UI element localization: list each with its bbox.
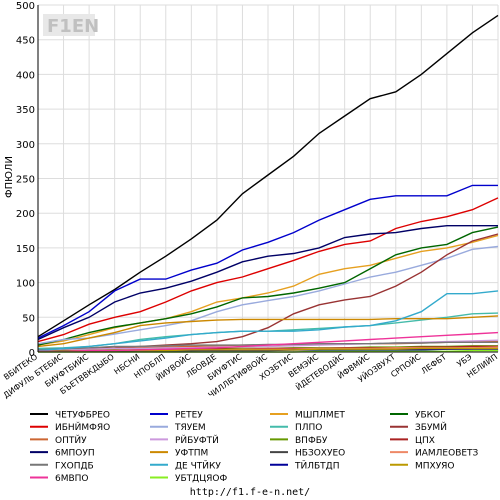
- legend-label: НБЗОХУЕО: [295, 449, 345, 459]
- y-axis-ticks: 0 50 100 150 200 250 300 350 400 450 500: [16, 1, 35, 359]
- series-line: [38, 331, 499, 352]
- legend-item: ЧЕТУФБРЕО: [30, 411, 110, 421]
- legend-label: ТЙЛБТДП: [294, 459, 339, 471]
- legend-item: ЗБУМЙ: [390, 421, 447, 433]
- series-line: [37, 245, 499, 345]
- y-tick-label: 250: [16, 175, 35, 186]
- series-line: [37, 14, 499, 338]
- legend-label: ПЛПО: [295, 423, 322, 433]
- y-tick-label: 0: [29, 348, 35, 359]
- y-tick-label: 200: [16, 209, 35, 220]
- y-tick-label: 300: [16, 140, 35, 151]
- legend-item: УБТДЦЯОФ: [150, 474, 228, 484]
- legend-label: ИАМЛЕОВЕТЗ: [415, 449, 479, 459]
- logo-background: [43, 14, 95, 36]
- axes: [37, 5, 498, 353]
- legend-item: ТЯУЕМ: [150, 423, 206, 433]
- legend-label: ТЯУЕМ: [174, 423, 206, 433]
- series-line: [37, 184, 498, 339]
- legend-label: ИБНЙМФЯО: [55, 421, 110, 433]
- legend-item: ЦПХ: [390, 436, 435, 446]
- legend-item: 6МВПО: [30, 474, 89, 484]
- x-tick-label: ЛЕФБТ: [420, 352, 448, 376]
- legend: ЧЕТУФБРЕО РЕТЕУ МШПЛМЕТ УБКОГ ИБНЙМФЯО ТЯУЕМ П…: [30, 411, 479, 484]
- legend-item: НБЗОХУЕО: [270, 449, 345, 459]
- series-line: [37, 197, 499, 343]
- legend-label: РЕТЕУ: [175, 411, 203, 421]
- series-layer: [37, 14, 499, 353]
- series-line: [37, 315, 499, 348]
- legend-item: ВПФБУ: [270, 436, 328, 446]
- x-tick-label: УБЭ: [455, 352, 474, 369]
- legend-label: РЙБУФТЙ: [175, 434, 219, 446]
- legend-label: ЗБУМЙ: [415, 421, 447, 433]
- legend-item: ПЛПО: [270, 423, 322, 433]
- legend-item: ДЕ ЧТЙКУ: [150, 459, 221, 471]
- legend-item: МШПЛМЕТ: [270, 411, 345, 421]
- legend-item: 6МПОУП: [30, 449, 95, 459]
- legend-item: МПХУЯО: [390, 461, 455, 471]
- legend-item: РЕТЕУ: [150, 411, 203, 421]
- logo: F1EN: [43, 14, 99, 37]
- legend-item: УФТПМ: [150, 449, 208, 459]
- legend-label: 6МПОУП: [55, 449, 95, 459]
- y-tick-label: 400: [16, 70, 35, 81]
- legend-label: МШПЛМЕТ: [295, 411, 345, 421]
- logo-text: F1EN: [47, 16, 99, 37]
- legend-item: ОПТЙУ: [30, 434, 87, 446]
- legend-label: УБТДЦЯОФ: [175, 474, 228, 484]
- y-tick-label: 150: [16, 244, 35, 255]
- legend-label: ВПФБУ: [295, 436, 328, 446]
- legend-label: ГХОПДБ: [55, 461, 94, 471]
- footer-url[interactable]: http://f1.f-e-n.net/: [190, 487, 310, 498]
- legend-item: УБКОГ: [390, 411, 446, 421]
- y-tick-label: 100: [16, 279, 35, 290]
- legend-label: МПХУЯО: [415, 461, 455, 471]
- legend-item: ИАМЛЕОВЕТЗ: [390, 449, 479, 459]
- series-line: [37, 224, 498, 341]
- legend-label: 6МВПО: [55, 474, 89, 484]
- y-tick-label: 450: [16, 36, 35, 47]
- y-tick-label: 500: [16, 1, 35, 12]
- legend-item: РЙБУФТЙ: [150, 434, 219, 446]
- legend-label: ЧЕТУФБРЕО: [55, 411, 110, 421]
- y-tick-label: 350: [16, 105, 35, 116]
- series-line: [37, 226, 499, 346]
- y-axis-label: ФПЮЛИ: [4, 156, 15, 198]
- legend-label: УБКОГ: [415, 411, 446, 421]
- legend-label: УФТПМ: [175, 449, 208, 459]
- y-tick-label: 50: [22, 313, 35, 324]
- legend-item: ИБНЙМФЯО: [30, 421, 110, 433]
- series-line: [37, 290, 499, 352]
- legend-label: ДЕ ЧТЙКУ: [175, 459, 221, 471]
- legend-label: ЦПХ: [415, 436, 435, 446]
- legend-label: ОПТЙУ: [55, 434, 87, 446]
- legend-item: ТЙЛБТДП: [270, 459, 339, 471]
- legend-item: ГХОПДБ: [30, 461, 94, 471]
